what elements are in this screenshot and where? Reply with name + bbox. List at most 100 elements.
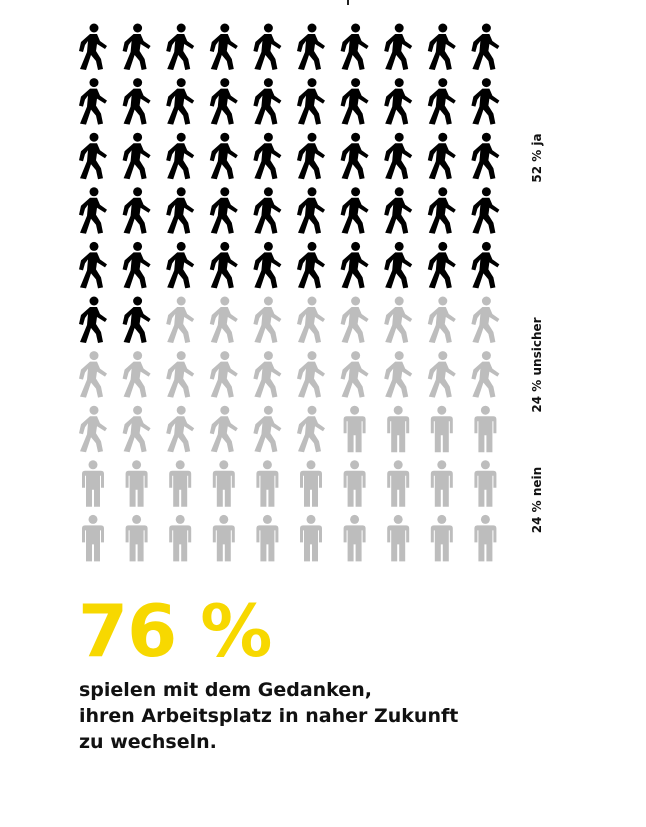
walking-person-icon bbox=[340, 241, 369, 289]
walking-person-icon bbox=[122, 405, 151, 453]
headline-percentage: 76 % bbox=[78, 589, 272, 673]
standing-person-icon bbox=[430, 514, 453, 562]
standing-person-icon bbox=[343, 405, 366, 453]
walking-person-icon bbox=[340, 187, 369, 234]
standing-person-icon bbox=[82, 460, 104, 507]
standing-person-icon bbox=[82, 514, 104, 562]
walking-person-icon bbox=[384, 78, 413, 125]
walking-person-icon bbox=[253, 241, 282, 289]
walking-person-icon bbox=[122, 23, 151, 70]
standing-person-icon bbox=[300, 514, 322, 562]
walking-person-icon bbox=[79, 78, 107, 125]
walking-person-icon bbox=[471, 351, 500, 398]
description-line: zu wechseln. bbox=[79, 731, 217, 753]
label-ja: 52 % ja bbox=[530, 133, 544, 183]
walking-person-icon bbox=[340, 23, 369, 70]
walking-person-icon bbox=[253, 351, 282, 398]
walking-person-icon bbox=[427, 132, 456, 180]
walking-person-icon bbox=[79, 23, 107, 70]
walking-person-icon bbox=[297, 241, 325, 289]
standing-person-icon bbox=[343, 514, 366, 562]
walking-person-icon bbox=[427, 351, 456, 398]
description-line: spielen mit dem Gedanken, bbox=[79, 679, 372, 701]
walking-person-icon bbox=[166, 78, 195, 125]
walking-person-icon bbox=[297, 351, 325, 398]
walking-person-icon bbox=[340, 78, 369, 125]
walking-person-icon bbox=[384, 23, 413, 70]
walking-person-icon bbox=[166, 23, 195, 70]
walking-person-icon bbox=[471, 78, 500, 125]
walking-person-icon bbox=[166, 132, 195, 180]
walking-person-icon bbox=[427, 23, 456, 70]
walking-person-icon bbox=[122, 241, 151, 289]
walking-person-icon bbox=[297, 405, 325, 453]
walking-person-icon bbox=[384, 132, 413, 180]
walking-person-icon bbox=[209, 132, 238, 180]
walking-person-icon bbox=[253, 23, 282, 70]
walking-person-icon bbox=[209, 241, 238, 289]
walking-person-icon bbox=[79, 187, 107, 234]
walking-person-icon bbox=[297, 78, 325, 125]
walking-person-icon bbox=[166, 241, 195, 289]
walking-person-icon bbox=[427, 296, 456, 343]
walking-person-icon bbox=[79, 351, 107, 398]
walking-person-icon bbox=[384, 241, 413, 289]
walking-person-icon bbox=[166, 187, 195, 234]
walking-person-icon bbox=[122, 296, 151, 343]
walking-person-icon bbox=[427, 241, 456, 289]
standing-person-icon bbox=[212, 460, 235, 507]
walking-person-icon bbox=[340, 132, 369, 180]
standing-person-icon bbox=[125, 514, 148, 562]
standing-person-icon bbox=[387, 405, 410, 453]
standing-person-icon bbox=[256, 514, 279, 562]
walking-person-icon bbox=[253, 187, 282, 234]
walking-person-icon bbox=[340, 296, 369, 343]
walking-person-icon bbox=[209, 23, 238, 70]
standing-person-icon bbox=[387, 514, 410, 562]
walking-person-icon bbox=[384, 351, 413, 398]
walking-person-icon bbox=[253, 405, 282, 453]
standing-person-icon bbox=[169, 460, 192, 507]
label-unsicher: 24 % unsicher bbox=[530, 317, 544, 413]
standing-person-icon bbox=[430, 460, 453, 507]
walking-person-icon bbox=[297, 132, 325, 180]
walking-person-icon bbox=[471, 23, 500, 70]
label-nein: 24 % nein bbox=[530, 466, 544, 534]
top-tick-mark bbox=[347, 0, 349, 5]
walking-person-icon bbox=[209, 405, 238, 453]
walking-person-icon bbox=[209, 78, 238, 125]
walking-person-icon bbox=[384, 187, 413, 234]
standing-person-icon bbox=[125, 460, 148, 507]
pictogram-grid bbox=[79, 23, 500, 562]
walking-person-icon bbox=[166, 296, 195, 343]
walking-person-icon bbox=[253, 78, 282, 125]
standing-person-icon bbox=[474, 460, 497, 507]
walking-person-icon bbox=[384, 296, 413, 343]
standing-person-icon bbox=[256, 460, 279, 507]
standing-person-icon bbox=[343, 460, 366, 507]
walking-person-icon bbox=[471, 296, 500, 343]
walking-person-icon bbox=[471, 132, 500, 180]
walking-person-icon bbox=[471, 187, 500, 234]
walking-person-icon bbox=[427, 78, 456, 125]
walking-person-icon bbox=[340, 351, 369, 398]
walking-person-icon bbox=[297, 296, 325, 343]
standing-person-icon bbox=[430, 405, 453, 453]
description: spielen mit dem Gedanken, ihren Arbeitsp… bbox=[79, 677, 458, 755]
standing-person-icon bbox=[474, 514, 497, 562]
standing-person-icon bbox=[169, 514, 192, 562]
walking-person-icon bbox=[122, 351, 151, 398]
walking-person-icon bbox=[79, 241, 107, 289]
walking-person-icon bbox=[297, 187, 325, 234]
walking-person-icon bbox=[253, 132, 282, 180]
standing-person-icon bbox=[387, 460, 410, 507]
walking-person-icon bbox=[122, 187, 151, 234]
walking-person-icon bbox=[209, 187, 238, 234]
walking-person-icon bbox=[79, 296, 107, 343]
standing-person-icon bbox=[212, 514, 235, 562]
walking-person-icon bbox=[209, 351, 238, 398]
walking-person-icon bbox=[79, 132, 107, 180]
description-line: ihren Arbeitsplatz in naher Zukunft bbox=[79, 705, 459, 727]
walking-person-icon bbox=[122, 78, 151, 125]
standing-person-icon bbox=[300, 460, 322, 507]
